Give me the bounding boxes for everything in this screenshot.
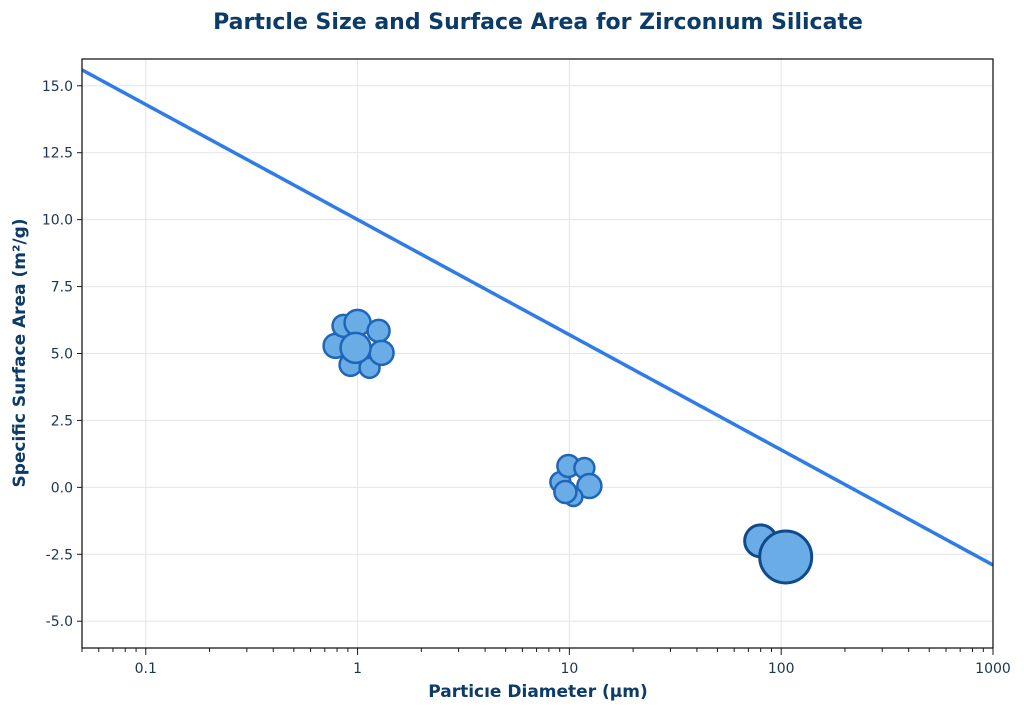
x-axis: 0.1 1 10 100 1000	[81, 648, 1011, 677]
x-tick-label: 1	[353, 661, 362, 677]
y-axis: -5.0 -2.5 0.0 2.5 5.0 7.5 10.0 12.5 15.0	[42, 79, 82, 630]
data-point	[758, 529, 814, 585]
y-tick-label: 5.0	[51, 347, 73, 363]
fit-curve	[82, 68, 993, 567]
y-tick-label: -2.5	[46, 547, 73, 563]
x-axis-title: Particıe Diameter (μm)	[428, 682, 648, 702]
sphere-marker	[758, 529, 814, 585]
y-tick-label: 2.5	[51, 413, 73, 429]
x-tick-label: 100	[768, 661, 795, 677]
y-tick-label: 7.5	[51, 280, 73, 296]
y-tick-label: 0.0	[51, 480, 73, 496]
x-tick-label: 10	[560, 661, 578, 677]
grid	[82, 59, 994, 648]
curve-layer	[82, 68, 993, 567]
cluster-sphere	[576, 472, 603, 500]
x-tick-label: 0.1	[135, 661, 157, 677]
cluster-sphere	[368, 339, 395, 367]
cluster-sphere	[366, 318, 391, 344]
y-tick-label: 10.0	[42, 213, 73, 229]
points-layer	[322, 308, 814, 585]
data-point	[322, 308, 395, 380]
y-tick-label: 15.0	[42, 79, 73, 95]
cluster-sphere	[339, 331, 372, 365]
data-point	[549, 453, 603, 508]
cluster-sphere	[553, 479, 578, 505]
y-axis-title: Specific Surface Area (m²/g)	[10, 218, 30, 487]
x-tick-label: 1000	[975, 661, 1011, 677]
y-tick-label: -5.0	[46, 614, 73, 630]
chart-title: Partıcle Size and Surface Area for Zirco…	[213, 10, 863, 35]
y-tick-label: 12.5	[42, 146, 73, 162]
